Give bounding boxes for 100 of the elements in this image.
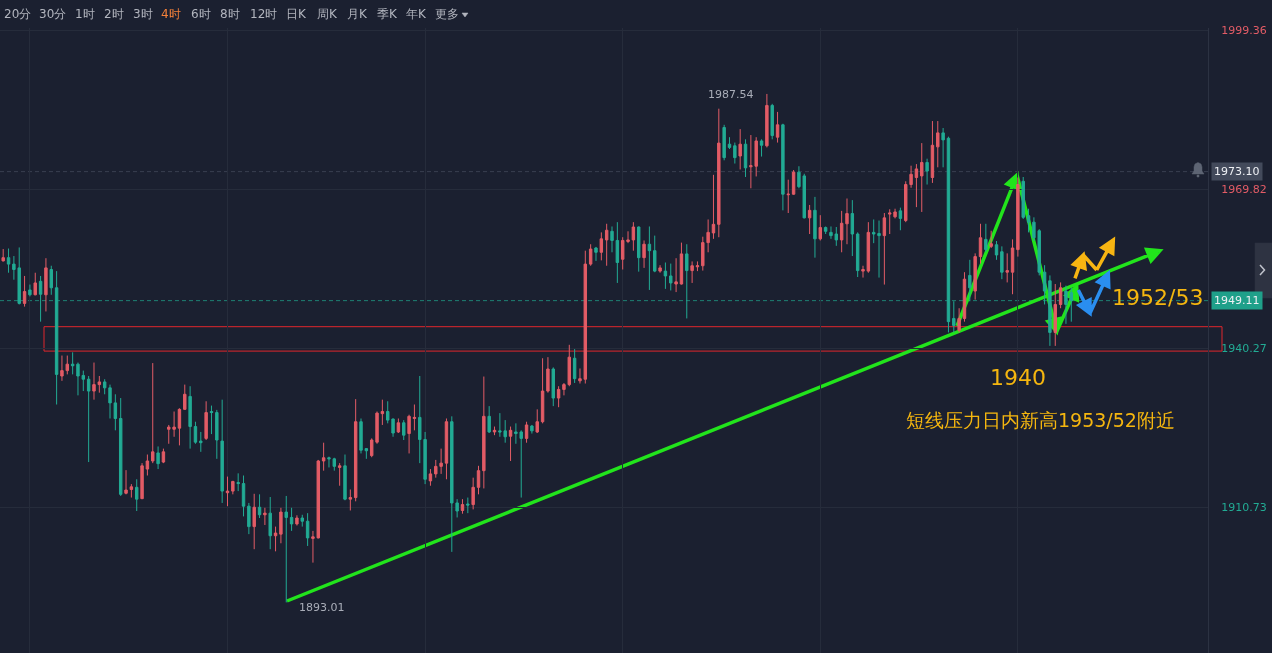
candlestick [925, 158, 929, 186]
candlestick [759, 138, 764, 158]
candlestick [204, 400, 208, 441]
candlestick [471, 477, 475, 510]
candlestick [380, 399, 385, 426]
candlestick [305, 512, 310, 547]
candlestick [444, 417, 449, 480]
candlestick [188, 385, 192, 450]
candlestick [695, 260, 700, 272]
candlestick [33, 272, 37, 296]
candlestick [978, 223, 983, 265]
candlestick [402, 419, 406, 441]
candlestick [1021, 176, 1025, 220]
candlestick [551, 366, 555, 407]
candlestick [1005, 252, 1009, 283]
candlestick [823, 225, 828, 235]
candlestick [508, 426, 513, 462]
candlestick [637, 225, 641, 273]
candlestick [86, 375, 91, 463]
candlestick [1, 248, 5, 262]
text: 4时 [161, 7, 181, 21]
candlestick [145, 454, 150, 476]
candlestick [135, 478, 139, 512]
candlestick [300, 514, 304, 528]
candlestick [989, 230, 993, 249]
candlestick [653, 235, 657, 273]
candlestick [337, 462, 342, 487]
candlestick [679, 242, 684, 286]
y-tick-label: 1969.82 [1221, 183, 1267, 197]
candlestick [604, 223, 609, 267]
candlestick [984, 223, 988, 253]
candlestick [524, 421, 529, 444]
candlestick [1058, 281, 1063, 309]
candlestick [855, 231, 860, 278]
ref-line-label: 1949.11 [1214, 294, 1260, 307]
text: 周K [317, 7, 338, 21]
text: 3时 [133, 7, 153, 21]
text: 1时 [75, 7, 95, 21]
candlestick [273, 526, 278, 552]
text: 年K [406, 7, 427, 21]
candlestick [161, 448, 166, 464]
text: 30分 [39, 7, 67, 21]
candlestick [487, 405, 491, 434]
text: 月K [347, 7, 368, 21]
candlestick [49, 265, 53, 296]
candlestick [540, 357, 545, 424]
candlestick [882, 212, 887, 286]
candlestick [279, 507, 283, 544]
candlestick [663, 262, 668, 290]
candlestick [295, 514, 299, 527]
annotation: 1940 [990, 365, 1046, 390]
annotation: 1952/53 [1112, 285, 1204, 310]
candlestick [241, 475, 246, 517]
text: 6时 [191, 7, 211, 21]
candlestick [466, 497, 470, 514]
candlestick [263, 507, 267, 526]
candlestick [711, 174, 716, 240]
candlestick [588, 243, 593, 267]
text: 2时 [104, 7, 124, 21]
candlestick [722, 124, 726, 161]
candlestick [492, 426, 497, 436]
candlestick [348, 488, 353, 511]
candlestick [994, 240, 999, 261]
candlestick [231, 480, 235, 495]
candlestick [850, 199, 855, 257]
candlestick [920, 142, 924, 213]
candlestick [647, 225, 652, 291]
candlestick [321, 442, 326, 472]
candlestick [930, 120, 935, 184]
candlestick [914, 163, 919, 208]
candlestick [658, 264, 662, 274]
candlestick [70, 351, 75, 375]
candlestick [674, 257, 678, 293]
candlestick [482, 376, 486, 489]
annotation: 1893.01 [299, 601, 345, 614]
candlestick [770, 103, 774, 140]
candlestick [268, 496, 272, 550]
text: 更多 [435, 7, 459, 21]
candlestick [898, 207, 903, 231]
candlestick [353, 398, 358, 502]
candlestick [727, 136, 732, 150]
candlestick [962, 271, 967, 323]
candlestick [407, 414, 411, 454]
candlestick [343, 454, 347, 501]
candlestick [460, 498, 465, 515]
candlestick [151, 362, 155, 464]
candlestick [6, 248, 11, 274]
candlestick [546, 356, 550, 394]
annotation: 短线压力日内新高1953/52附近 [906, 409, 1175, 431]
candlestick [765, 93, 769, 148]
candlestick [118, 397, 123, 497]
candlestick [968, 259, 972, 302]
candlestick [556, 385, 561, 408]
candlestick [396, 417, 401, 434]
candlestick [733, 142, 737, 165]
candlestick [428, 468, 433, 487]
candlestick [642, 239, 646, 269]
candlestick [738, 128, 742, 170]
candlestick [209, 405, 214, 435]
text: 日K [286, 7, 307, 21]
